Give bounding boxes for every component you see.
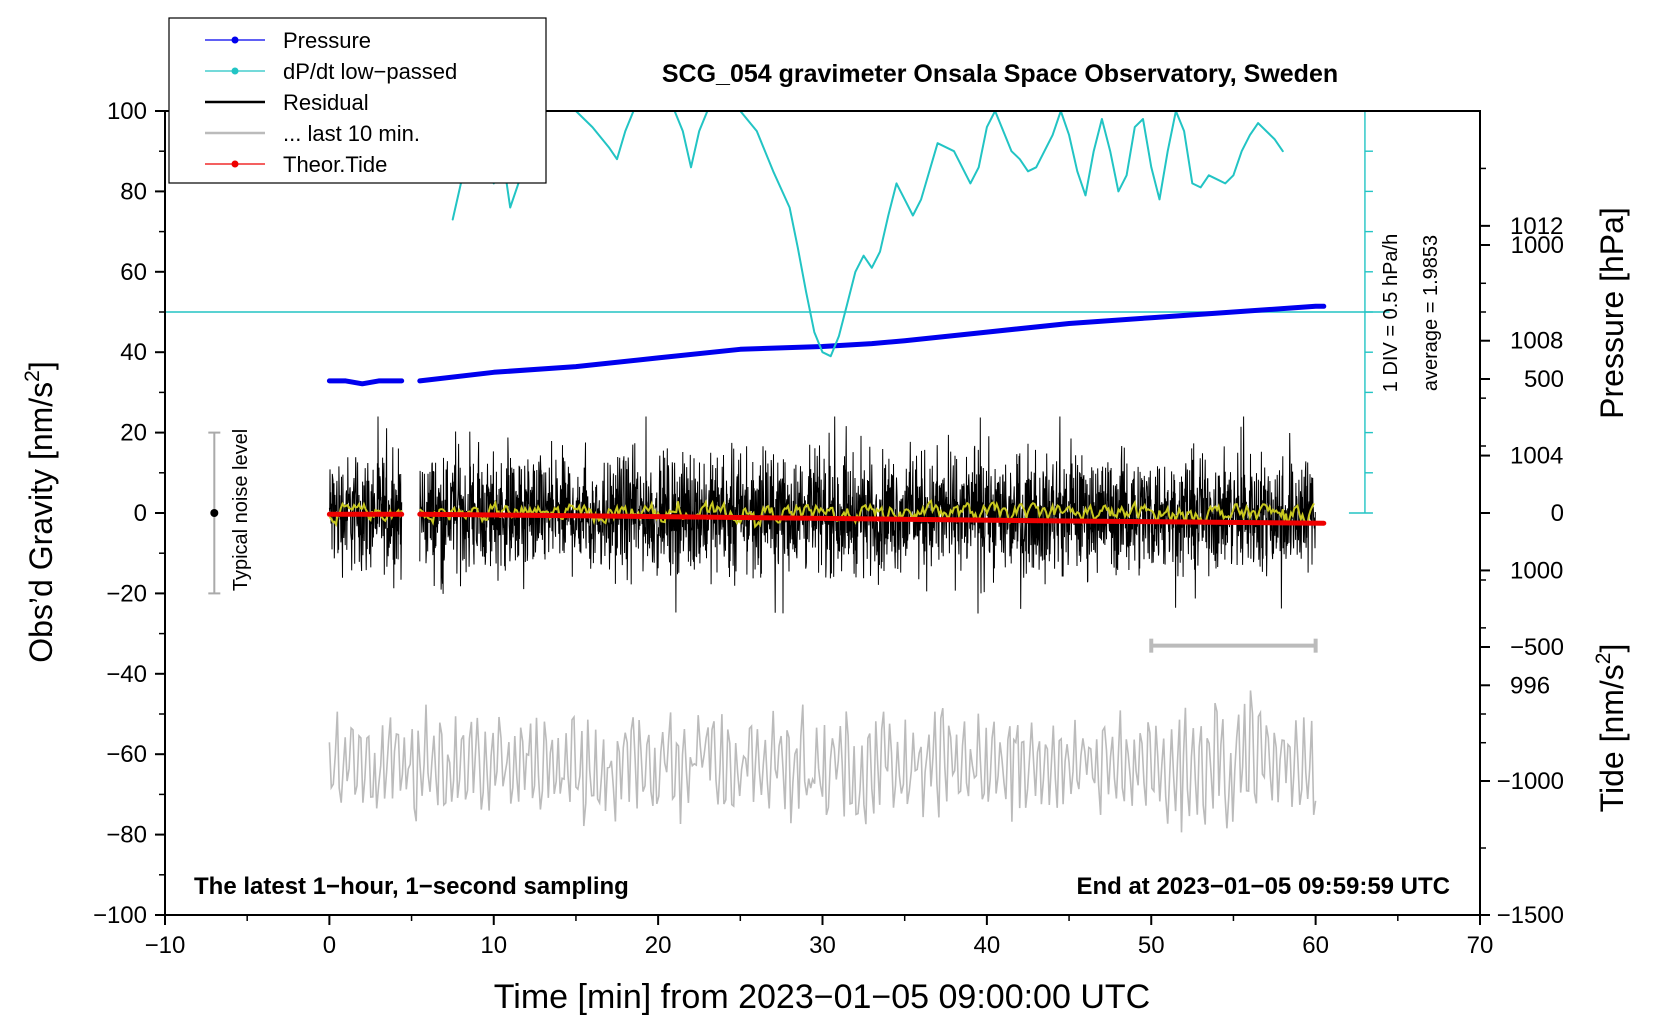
pressure-tick-label-0: 1012 [1510,213,1563,240]
last-10-min-bar [1149,638,1318,653]
annotation-dpdt-average: average = 1.9853 [1420,235,1442,391]
pressure-segment-1 [417,303,1327,384]
legend-box [168,17,547,184]
y-axis-label-left: Obs’d Gravity [nm/s2] [21,361,59,663]
x-axis-label: Time [min] from 2023−01−05 09:00:00 UTC [494,978,1150,1016]
x-tick-label-7: 60 [1302,932,1329,959]
legend-marker-0 [231,36,239,44]
last-10-min-layer [328,690,1317,833]
annotation-noise-level: Typical noise level [230,429,252,591]
y-axis-label-tide-close: ] [1594,644,1630,653]
pressure-tick-label-2: 1004 [1510,443,1563,470]
y-axis-label-tide-text: Tide [nm/s [1594,664,1630,812]
y-axis-left: 100 80 60 40 20 0 −20 −40 −60 −80 −100 [93,98,165,929]
noise-bar [208,431,221,595]
y-tick-label-6: −20 [106,580,147,607]
y-axis-pressure: 1012 1008 1004 1000 996 [1479,111,1563,744]
y-tick-label-0: 100 [107,98,147,125]
tide-tick-label-5: −1500 [1497,902,1564,929]
chart-title: SCG_054 gravimeter Onsala Space Observat… [662,60,1338,88]
x-tick-label-4: 30 [809,932,836,959]
pressure-tick-label-4: 996 [1510,672,1550,699]
y-tick-label-2: 60 [120,259,147,286]
x-tick-label-6: 50 [1138,932,1165,959]
dpdt-layer [451,110,1284,358]
annotation-dpdt-scale: 1 DIV = 0.5 hPa/h [1380,234,1402,392]
legend-label-2: Residual [283,90,369,115]
noise-bar-dot [210,509,219,517]
x-tick-label-8: 70 [1467,932,1494,959]
legend: Pressure dP/dt low−passed Residual ... last… [168,17,547,184]
tide-tick-label-1: 500 [1524,366,1564,393]
tide-tick-label-0: 1000 [1511,232,1564,259]
y-axis-tide: 1000 500 0 −500 −1000 −1500 [1480,232,1564,929]
annotation-sampling: The latest 1−hour, 1−second sampling [194,873,629,900]
last-10-min-line [328,690,1317,833]
legend-label-3: ... last 10 min. [283,121,420,146]
legend-label-4: Theor.Tide [283,152,387,177]
y-axis-label-tide-sup: 2 [1592,653,1615,665]
x-tick-label-5: 40 [974,932,1001,959]
y-tick-label-10: −100 [93,902,147,929]
pressure-tick-label-3: 1000 [1510,557,1563,584]
pressure-tick-label-1: 1008 [1510,328,1563,355]
y-axis-label-tide: Tide [nm/s2] [1592,644,1630,813]
x-tick-label-2: 10 [480,932,507,959]
annotation-end-time: End at 2023−01−05 09:59:59 UTC [1076,873,1450,900]
tide-segment-1 [417,511,1327,526]
legend-marker-4 [231,160,239,168]
dpdt-scale-axis [1348,110,1373,514]
y-tick-label-4: 20 [120,420,147,447]
tide-tick-label-4: −1000 [1497,768,1564,795]
y-axis-label-left-text: Obs’d Gravity [nm/s [23,382,59,663]
tide-layer [326,511,1327,526]
pressure-segment-0 [326,378,405,387]
legend-label-0: Pressure [283,28,371,53]
legend-marker-1 [231,67,239,75]
y-axis-label-left-sup: 2 [21,370,44,382]
tide-tick-label-2: 0 [1551,500,1564,527]
x-tick-label-1: 0 [323,932,336,959]
x-tick-label-3: 20 [645,932,672,959]
x-tick-label-0: −10 [145,932,186,959]
y-tick-label-9: −80 [106,822,147,849]
tide-tick-label-3: −500 [1510,634,1564,661]
y-tick-label-1: 80 [120,178,147,205]
pressure-layer [326,303,1327,387]
y-tick-label-7: −40 [106,661,147,688]
legend-label-1: dP/dt low−passed [283,59,457,84]
y-tick-label-5: 0 [134,500,147,527]
y-axis-label-pressure: Pressure [hPa] [1594,207,1630,419]
y-axis-label-left-close: ] [23,361,59,370]
x-axis: −10 0 10 20 30 40 50 60 70 [145,915,1494,959]
y-tick-label-3: 40 [120,339,147,366]
y-tick-label-8: −60 [106,741,147,768]
dpdt-segment-0 [451,110,1284,358]
